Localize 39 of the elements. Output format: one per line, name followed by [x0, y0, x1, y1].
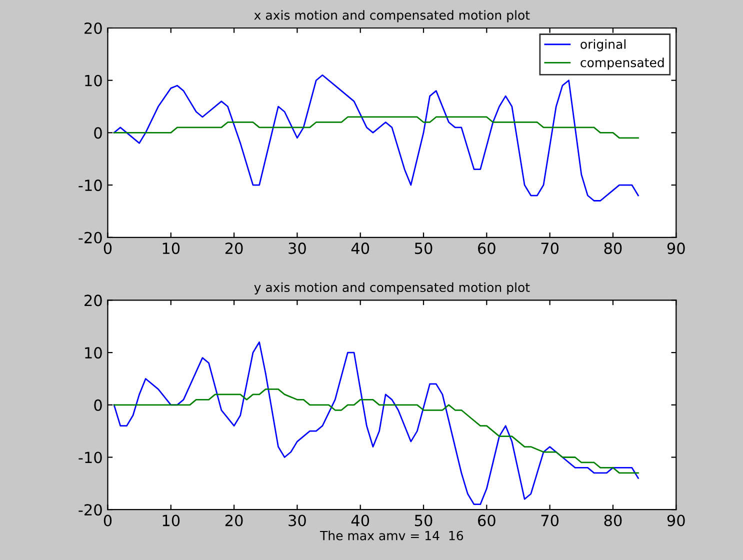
x-tick-label: 20 — [225, 242, 243, 254]
x-tick-label: 40 — [351, 242, 370, 254]
x-tick-label: 70 — [541, 242, 559, 254]
line-series — [113, 74, 639, 202]
y-tick-label: -20 — [78, 504, 102, 516]
x-tick-label: 60 — [478, 514, 496, 526]
x-tick-label: 0 — [104, 242, 112, 254]
x-tick-label: 10 — [162, 514, 180, 526]
x-tick-label: 50 — [414, 242, 432, 254]
line-series — [113, 388, 639, 474]
x-tick-label: 70 — [541, 514, 559, 526]
x-tick-label: 30 — [288, 242, 306, 254]
x-tick-label: 90 — [667, 514, 685, 526]
x-tick-label: 50 — [414, 514, 432, 526]
legend-label: original — [580, 39, 626, 52]
x-tick-label: 0 — [104, 514, 112, 526]
chart-title: y axis motion and compensated motion plot — [254, 282, 530, 294]
x-tick-label: 30 — [288, 514, 306, 526]
y-tick-label: 10 — [85, 74, 102, 86]
x-tick-label: 40 — [351, 514, 370, 526]
x-tick-label: 10 — [162, 242, 180, 254]
y-tick-label: -10 — [78, 180, 102, 192]
x-tick-label: 90 — [667, 242, 685, 254]
legend-label: compensated — [580, 58, 664, 70]
x-tick-label: 80 — [604, 242, 622, 254]
y-tick-label: 0 — [94, 399, 102, 411]
y-tick-label: 10 — [85, 347, 102, 359]
y-tick-label: -20 — [78, 232, 102, 244]
line-series — [113, 116, 639, 139]
x-axis-title: The max amv = 14 16 — [320, 530, 464, 540]
x-tick-label: 20 — [225, 514, 243, 526]
y-tick-label: -10 — [78, 452, 102, 464]
y-tick-label: 0 — [94, 127, 102, 139]
x-tick-label: 80 — [604, 514, 622, 526]
line-series — [113, 341, 639, 506]
y-tick-label: 20 — [84, 294, 102, 306]
chart-title: x axis motion and compensated motion plot — [254, 10, 530, 22]
x-tick-label: 60 — [478, 242, 496, 254]
y-tick-label: 20 — [84, 22, 102, 34]
